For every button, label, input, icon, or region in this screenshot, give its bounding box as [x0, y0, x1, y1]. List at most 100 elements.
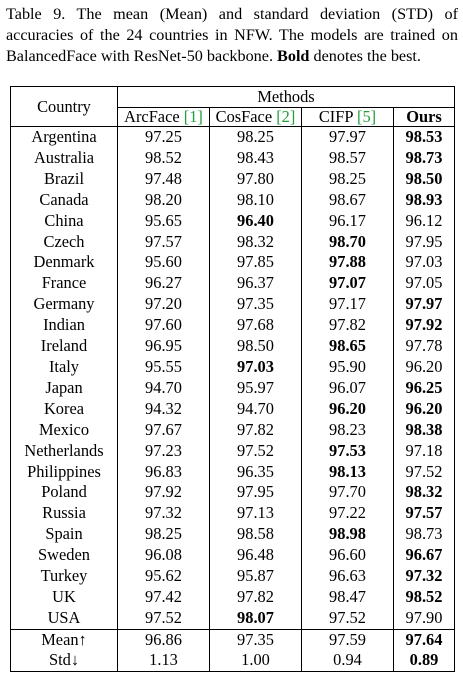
- value-cell: 97.92: [405, 315, 443, 335]
- row-label: Turkey: [10, 566, 118, 587]
- method-citation: [1]: [183, 107, 203, 126]
- value-cell: 97.52: [301, 607, 394, 630]
- value-cell: 97.35: [209, 628, 302, 651]
- value-cell: 98.25: [209, 126, 302, 148]
- table-row: Brazil 97.48 97.80 98.25 98.50: [10, 168, 455, 190]
- table-row: Japan 94.70 95.97 96.07 96.25: [10, 377, 455, 399]
- value-cell: 97.05: [405, 273, 443, 293]
- row-label: Argentina: [10, 126, 118, 148]
- value-cell: 98.53: [405, 127, 443, 146]
- table-row: Italy 95.55 97.03 95.90 96.20: [10, 356, 455, 378]
- value-cell: 98.50: [209, 336, 302, 357]
- method-citation: [2]: [276, 107, 296, 126]
- value-cell: 97.42: [117, 586, 210, 608]
- value-cell: 98.10: [209, 189, 302, 211]
- summary-row: Mean↑ 96.86 97.35 97.59 97.64: [10, 628, 455, 651]
- row-label: Sweden: [10, 545, 118, 567]
- row-label: Australia: [10, 147, 118, 169]
- methods-header: Methods: [117, 86, 455, 108]
- value-cell: 97.82: [301, 315, 394, 337]
- value-cell: 97.68: [209, 315, 302, 337]
- row-label: Russia: [10, 503, 118, 525]
- row-label: Germany: [10, 294, 118, 316]
- value-cell: 96.20: [301, 398, 394, 420]
- method-name: Ours: [406, 107, 442, 126]
- row-label: Std↓: [10, 650, 118, 672]
- method-header-2: CosFace [2]: [209, 107, 302, 127]
- table-row: Denmark 95.60 97.85 97.88 97.03: [10, 252, 455, 274]
- results-table: Country Methods ArcFace [1] CosFace [2] CI…: [10, 86, 455, 672]
- value-cell: 98.67: [301, 189, 394, 211]
- value-cell: 98.25: [117, 524, 210, 546]
- row-label: Italy: [10, 356, 118, 378]
- row-label: Netherlands: [10, 440, 118, 462]
- method-citation: [5]: [357, 107, 377, 126]
- value-cell: 97.82: [209, 419, 302, 441]
- value-cell: 96.20: [405, 398, 443, 418]
- value-cell: 97.57: [405, 503, 443, 523]
- value-cell: 98.32: [209, 231, 302, 253]
- value-cell: 98.93: [405, 189, 443, 209]
- results-table-wrapper: Country Methods ArcFace [1] CosFace [2] CI…: [10, 86, 455, 672]
- method-name: CosFace: [215, 107, 273, 126]
- value-cell: 98.20: [117, 189, 210, 211]
- value-cell: 1.13: [117, 650, 210, 672]
- row-label: Mexico: [10, 419, 118, 441]
- value-cell: 95.87: [209, 566, 302, 587]
- value-cell: 97.25: [117, 126, 210, 148]
- value-cell: 97.70: [301, 482, 394, 504]
- row-label: China: [10, 210, 118, 232]
- value-cell: 97.52: [405, 461, 443, 481]
- caption-text: Table 9. The mean (Mean) and standard de…: [6, 5, 458, 65]
- value-cell: 94.32: [117, 398, 210, 420]
- value-cell: 97.88: [301, 252, 394, 274]
- value-cell: 97.03: [405, 252, 443, 272]
- table-row: Indian 97.60 97.68 97.82 97.92: [10, 315, 455, 337]
- value-cell: 97.48: [117, 168, 210, 190]
- value-cell: 97.97: [301, 126, 394, 148]
- table-row: Argentina 97.25 98.25 97.97 98.53: [10, 126, 455, 148]
- value-cell: 98.13: [301, 461, 394, 483]
- value-cell: 96.48: [209, 545, 302, 567]
- value-cell: 95.55: [117, 356, 210, 378]
- table-row: Czech 97.57 98.32 98.70 97.95: [10, 231, 455, 253]
- value-cell: 0.94: [301, 650, 394, 672]
- value-cell: 98.07: [209, 607, 302, 630]
- value-cell: 97.78: [405, 336, 443, 356]
- row-label: Canada: [10, 189, 118, 211]
- value-cell: 98.38: [405, 419, 443, 439]
- value-cell: 98.25: [301, 168, 394, 190]
- value-cell: 98.23: [301, 419, 394, 441]
- value-cell: 0.89: [409, 650, 439, 670]
- value-cell: 94.70: [209, 398, 302, 420]
- table-row: Philippines 96.83 96.35 98.13 97.52: [10, 461, 455, 483]
- value-cell: 96.08: [117, 545, 210, 567]
- row-label: Ireland: [10, 336, 118, 357]
- row-label: Indian: [10, 315, 118, 337]
- value-cell: 96.83: [117, 461, 210, 483]
- value-cell: 97.03: [209, 356, 302, 378]
- value-cell: 97.53: [301, 440, 394, 462]
- value-cell: 98.52: [405, 586, 443, 606]
- value-cell: 96.35: [209, 461, 302, 483]
- value-cell: 97.32: [405, 566, 443, 586]
- value-cell: 96.86: [117, 628, 210, 651]
- value-cell: 98.57: [301, 147, 394, 169]
- value-cell: 97.97: [405, 294, 443, 314]
- value-cell: 95.97: [209, 377, 302, 399]
- table-row: USA 97.52 98.07 97.52 97.90: [10, 607, 455, 630]
- method-name: ArcFace: [124, 107, 180, 126]
- table-row: UK 97.42 97.82 98.47 98.52: [10, 586, 455, 608]
- row-label: Spain: [10, 524, 118, 546]
- table-row: Spain 98.25 98.58 98.98 98.73: [10, 524, 455, 546]
- value-cell: 98.52: [117, 147, 210, 169]
- value-cell: 97.90: [405, 607, 443, 627]
- table-summary: Mean↑ 96.86 97.35 97.59 97.64 Std↓ 1.13 1.00 0.9…: [10, 628, 455, 672]
- value-cell: 97.82: [209, 586, 302, 608]
- value-cell: 96.20: [405, 356, 443, 376]
- value-cell: 96.12: [405, 210, 443, 230]
- method-name: CIFP: [318, 107, 353, 126]
- value-cell: 97.64: [393, 628, 455, 651]
- row-label: Korea: [10, 398, 118, 420]
- table-body: Argentina 97.25 98.25 97.97 98.53 Australia 98…: [10, 126, 455, 630]
